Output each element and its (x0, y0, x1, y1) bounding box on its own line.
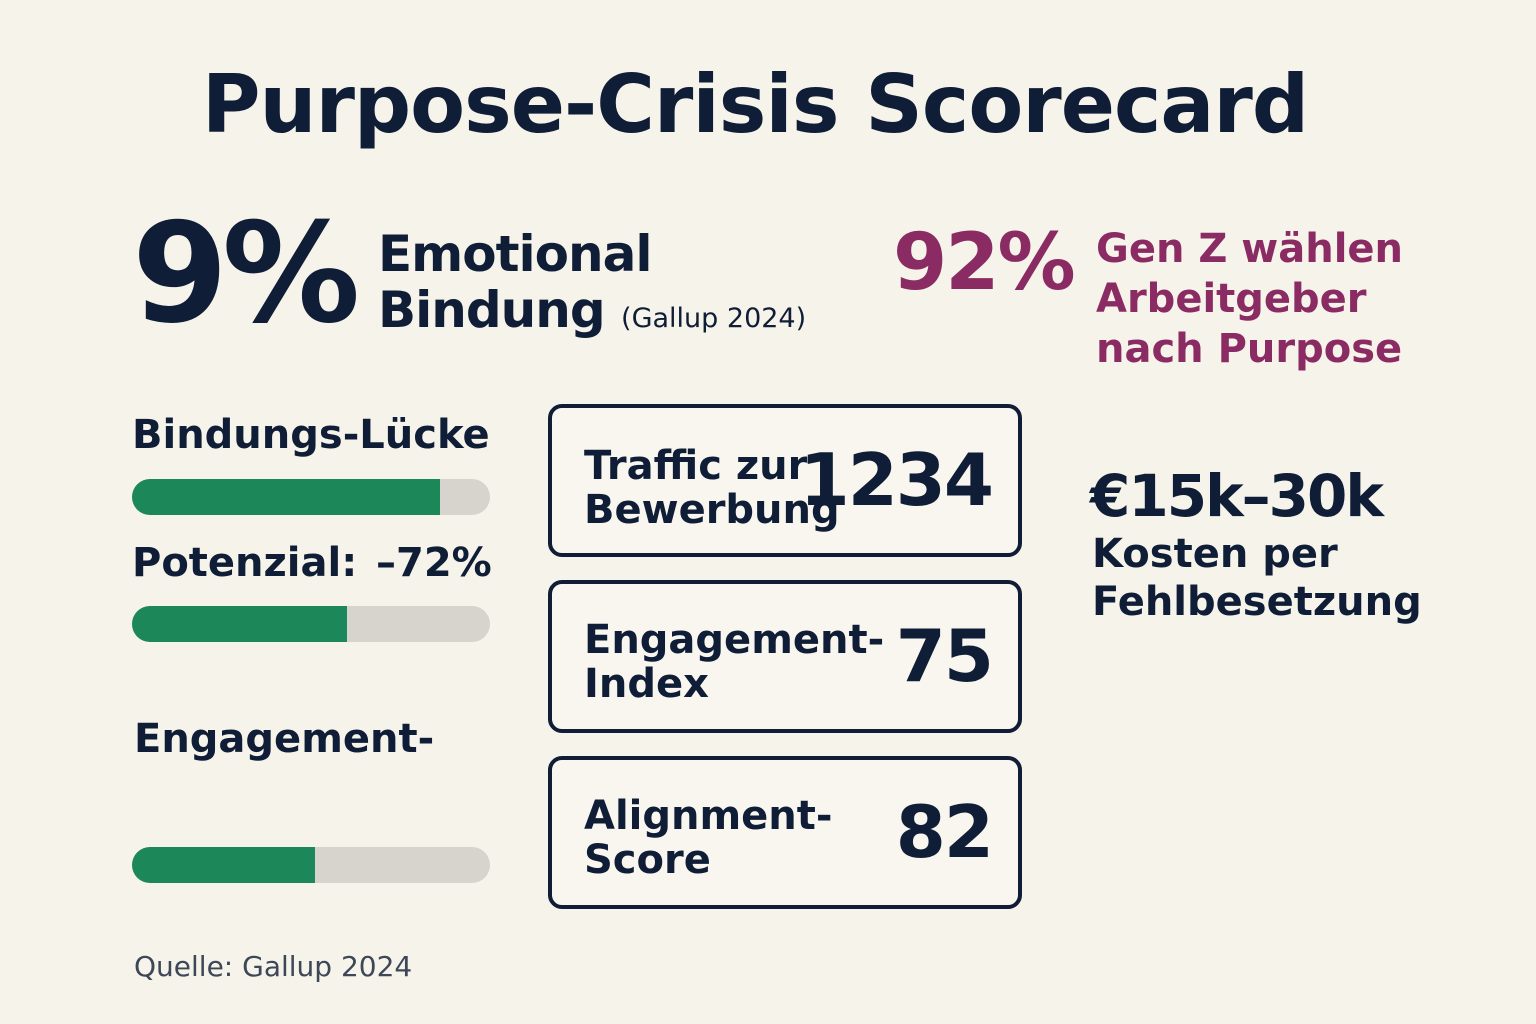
card-value: 82 (895, 790, 994, 874)
bar-label-potenzial: Potenzial: (132, 540, 358, 586)
card-alignment-score: Alignment- Score 82 (548, 756, 1022, 909)
genz-value: 92% (893, 218, 1076, 308)
emotional-label-line2: Bindung (Gallup 2024) (378, 282, 806, 347)
bar-label-bindungs-luecke: Bindungs-Lücke (132, 412, 490, 458)
card-label-line2: Index (584, 661, 709, 707)
cost-label-line2: Fehlbesetzung (1092, 579, 1422, 625)
card-label-line1: Traffic zur (584, 443, 808, 489)
potenzial-value: –72% (376, 540, 492, 586)
emotional-label-line1: Emotional (378, 225, 652, 283)
bar-fill (132, 606, 347, 642)
genz-label: Gen Z wählen Arbeitgeber nach Purpose (1096, 224, 1403, 374)
gallup-source: (Gallup 2024) (621, 303, 807, 334)
bindung-text: Bindung (378, 281, 606, 339)
card-label-line2: Bewerbung (584, 487, 840, 533)
genz-line1: Gen Z wählen (1096, 226, 1404, 272)
card-value: 75 (895, 614, 994, 698)
cost-label: Kosten per Fehlbesetzung (1092, 530, 1422, 626)
genz-line3: nach Purpose (1096, 326, 1403, 372)
bar-fill (132, 479, 440, 515)
progress-bar-engagement (132, 847, 490, 883)
card-label: Traffic zur Bewerbung (584, 444, 840, 532)
bar-fill (132, 847, 315, 883)
card-label-line1: Alignment- (584, 793, 833, 839)
emotional-bond-value: 9% (132, 193, 360, 354)
emotional-bond-label: Emotional Bindung (Gallup 2024) (378, 226, 806, 347)
card-engagement-index: Engagement- Index 75 (548, 580, 1022, 733)
cost-value: €15k–30k (1090, 462, 1384, 530)
progress-bar-potenzial (132, 606, 490, 642)
genz-line2: Arbeitgeber (1096, 276, 1367, 322)
cost-label-line1: Kosten per (1092, 531, 1338, 577)
card-label-line1: Engagement- (584, 617, 885, 663)
card-label: Engagement- Index (584, 618, 884, 706)
page-title: Purpose-Crisis Scorecard (201, 58, 1309, 151)
card-label: Alignment- Score (584, 794, 833, 882)
card-value: 1234 (799, 438, 994, 522)
card-label-line2: Score (584, 837, 711, 883)
bar-label-engagement: Engagement- (134, 716, 435, 762)
source-note: Quelle: Gallup 2024 (134, 950, 413, 983)
card-traffic: Traffic zur Bewerbung 1234 (548, 404, 1022, 557)
progress-bar-bindungs-luecke (132, 479, 490, 515)
